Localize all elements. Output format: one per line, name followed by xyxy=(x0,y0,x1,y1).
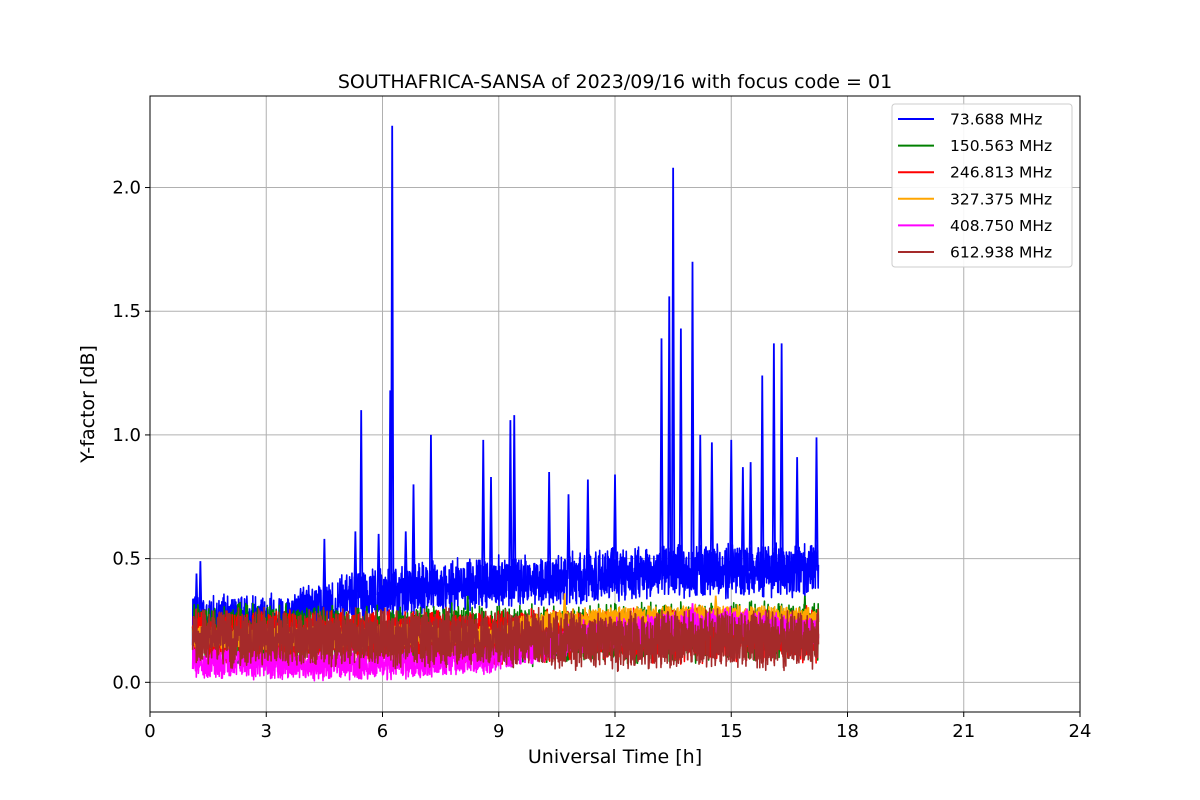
legend: 73.688 MHz 150.563 MHz 246.813 MHz 327.375 … xyxy=(891,103,1073,268)
legend-box xyxy=(891,103,1073,268)
series-spike xyxy=(659,338,664,571)
series-spike xyxy=(322,538,327,607)
y-axis-label: Y-factor [dB] xyxy=(77,345,99,464)
series-spike xyxy=(771,343,776,571)
series-spike xyxy=(547,472,552,581)
series-spike xyxy=(713,595,718,617)
x-tick-label: 24 xyxy=(1069,721,1092,742)
series-spike xyxy=(566,494,571,579)
series-spike xyxy=(585,479,590,578)
legend-entry: 612.938 MHz xyxy=(950,244,1052,262)
x-tick-label: 0 xyxy=(144,721,155,742)
series-spike xyxy=(390,125,395,593)
series-spike xyxy=(562,593,567,622)
series-spike xyxy=(729,439,734,571)
y-tick-label: 1.5 xyxy=(112,301,141,322)
y-tick-label: 0.0 xyxy=(112,672,141,693)
series-spike xyxy=(698,434,703,571)
x-axis: 0 3 6 9 12 15 18 21 24 xyxy=(144,712,1091,742)
series-layer xyxy=(191,125,820,682)
series-spike xyxy=(779,343,784,571)
series-spike xyxy=(488,476,494,584)
y-axis: 0.0 0.5 1.0 1.5 2.0 xyxy=(112,178,150,693)
legend-entry: 73.688 MHz xyxy=(950,111,1042,129)
x-tick-label: 12 xyxy=(604,721,627,742)
x-tick-label: 15 xyxy=(720,721,743,742)
y-tick-label: 0.5 xyxy=(112,549,141,570)
x-axis-label: Universal Time [h] xyxy=(528,746,702,768)
series-spike xyxy=(814,437,819,571)
series-spike xyxy=(411,484,416,590)
series-spike xyxy=(481,439,486,585)
chart-title: SOUTHAFRICA-SANSA of 2023/09/16 with foc… xyxy=(338,71,892,93)
series-spike xyxy=(760,375,765,571)
y-tick-label: 2.0 xyxy=(112,178,141,199)
series-spike xyxy=(678,328,683,571)
x-tick-label: 3 xyxy=(261,721,272,742)
series-spike xyxy=(795,457,800,571)
series-spike xyxy=(671,167,676,571)
series-spike xyxy=(740,467,745,572)
legend-entry: 150.563 MHz xyxy=(950,137,1052,155)
legend-entry: 246.813 MHz xyxy=(950,164,1052,182)
series-spike xyxy=(690,261,695,571)
series-spike xyxy=(612,474,618,575)
series-spike xyxy=(376,533,381,596)
x-tick-label: 18 xyxy=(836,721,859,742)
x-tick-label: 9 xyxy=(493,721,504,742)
series-spike xyxy=(403,531,408,591)
series-spike xyxy=(508,420,513,583)
series-spike xyxy=(709,442,714,571)
legend-entry: 327.375 MHz xyxy=(950,190,1052,208)
y-tick-label: 1.0 xyxy=(112,425,141,446)
series-spike xyxy=(428,434,434,588)
series-line xyxy=(191,606,820,673)
series-spike xyxy=(748,462,753,572)
series-spike xyxy=(353,531,358,599)
x-tick-label: 21 xyxy=(952,721,975,742)
series-spike xyxy=(667,296,672,571)
series-spike xyxy=(359,410,364,598)
series-spike xyxy=(512,415,517,583)
series-line xyxy=(191,542,820,651)
series-spike xyxy=(198,561,203,623)
legend-entry: 408.750 MHz xyxy=(950,217,1052,235)
grid xyxy=(149,96,1081,712)
x-tick-label: 6 xyxy=(377,721,388,742)
